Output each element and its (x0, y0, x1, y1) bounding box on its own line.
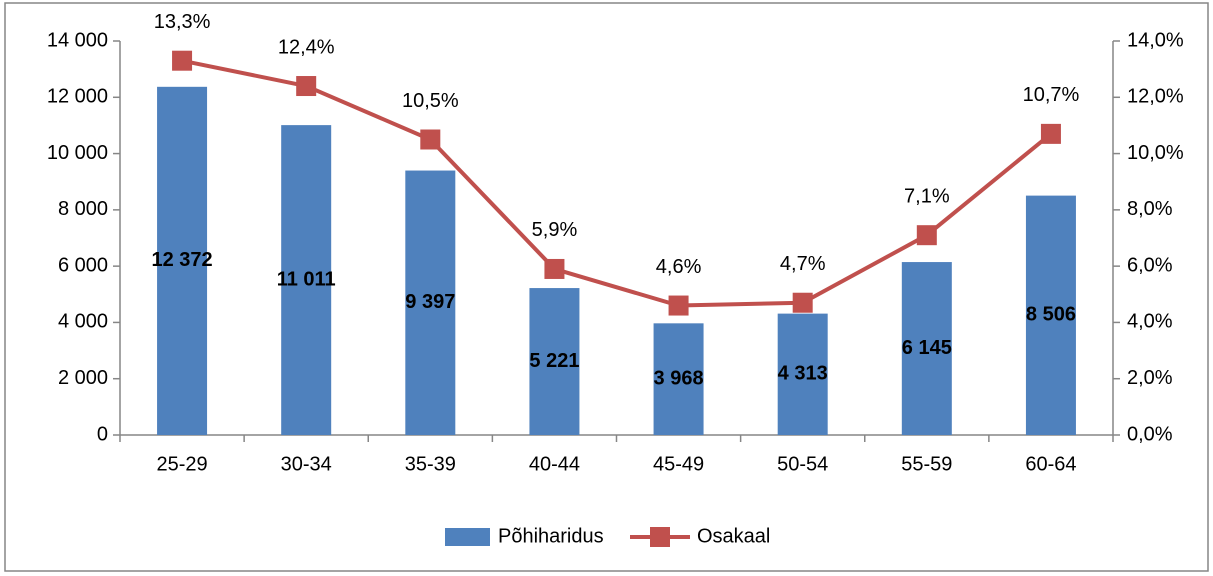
y2-tick-label: 14,0% (1127, 29, 1184, 51)
line-value-label: 4,7% (780, 253, 826, 275)
y-tick-label: 0 (97, 423, 108, 445)
line (181, 58, 1053, 308)
bar (901, 262, 952, 435)
line-value-label: 13,3% (154, 11, 211, 33)
x-tick-label: 40-44 (529, 453, 580, 475)
bar-value-label: 6 145 (902, 337, 952, 359)
line-value-label: 4,6% (656, 256, 702, 278)
line-marker (172, 50, 193, 71)
x-tick-label: 55-59 (901, 453, 952, 475)
x-tick-label: 30-34 (281, 453, 332, 475)
y-tick-label: 4 000 (58, 311, 108, 333)
y-tick-label: 14 000 (47, 29, 108, 51)
bar-value-label: 3 968 (654, 367, 704, 389)
line-marker (296, 76, 317, 97)
bar (1025, 195, 1076, 435)
x-tick-label: 60-64 (1025, 453, 1076, 475)
line-marker (544, 258, 565, 279)
y2-tick-label: 6,0% (1127, 254, 1173, 276)
line-value-label: 7,1% (904, 185, 950, 207)
x-tick-label: 45-49 (653, 453, 704, 475)
bar-value-label: 11 011 (277, 268, 336, 290)
legend-label: Osakaal (697, 525, 770, 547)
y2-tick-label: 10,0% (1127, 142, 1184, 164)
x-tick-label: 25-29 (156, 453, 207, 475)
line-marker (916, 225, 937, 246)
y2-tick-label: 2,0% (1127, 367, 1173, 389)
y-tick-label: 6 000 (58, 254, 108, 276)
bar (281, 125, 332, 435)
bar-value-label: 9 397 (405, 291, 455, 313)
bar (777, 313, 828, 435)
bar (405, 170, 456, 435)
line-marker (792, 292, 813, 313)
bar-value-label: 8 506 (1026, 304, 1076, 326)
y-tick-label: 8 000 (58, 198, 108, 220)
line-value-label: 10,5% (402, 90, 459, 112)
line-marker (1040, 123, 1061, 144)
x-tick-label: 35-39 (405, 453, 456, 475)
line-value-label: 5,9% (532, 219, 578, 241)
line-value-label: 12,4% (278, 36, 335, 58)
bar-value-label: 5 221 (529, 350, 579, 372)
bar-value-label: 12 372 (151, 249, 212, 271)
y2-tick-label: 4,0% (1127, 311, 1173, 333)
bar (653, 323, 704, 435)
bar-value-label: 4 313 (778, 363, 828, 385)
line-value-label: 10,7% (1023, 84, 1080, 106)
legend-marker (650, 527, 670, 547)
y2-tick-label: 12,0% (1127, 86, 1184, 108)
line-marker (420, 129, 441, 150)
y-tick-label: 2 000 (58, 367, 108, 389)
x-tick-label: 50-54 (777, 453, 828, 475)
y-tick-label: 10 000 (47, 142, 108, 164)
legend-label: Põhiharidus (498, 525, 604, 547)
line-marker (668, 295, 689, 316)
bar (157, 86, 208, 435)
legend-swatch (445, 528, 490, 546)
y2-tick-label: 0,0% (1127, 423, 1173, 445)
bar (529, 288, 580, 435)
y-tick-label: 12 000 (47, 86, 108, 108)
y2-tick-label: 8,0% (1127, 198, 1173, 220)
